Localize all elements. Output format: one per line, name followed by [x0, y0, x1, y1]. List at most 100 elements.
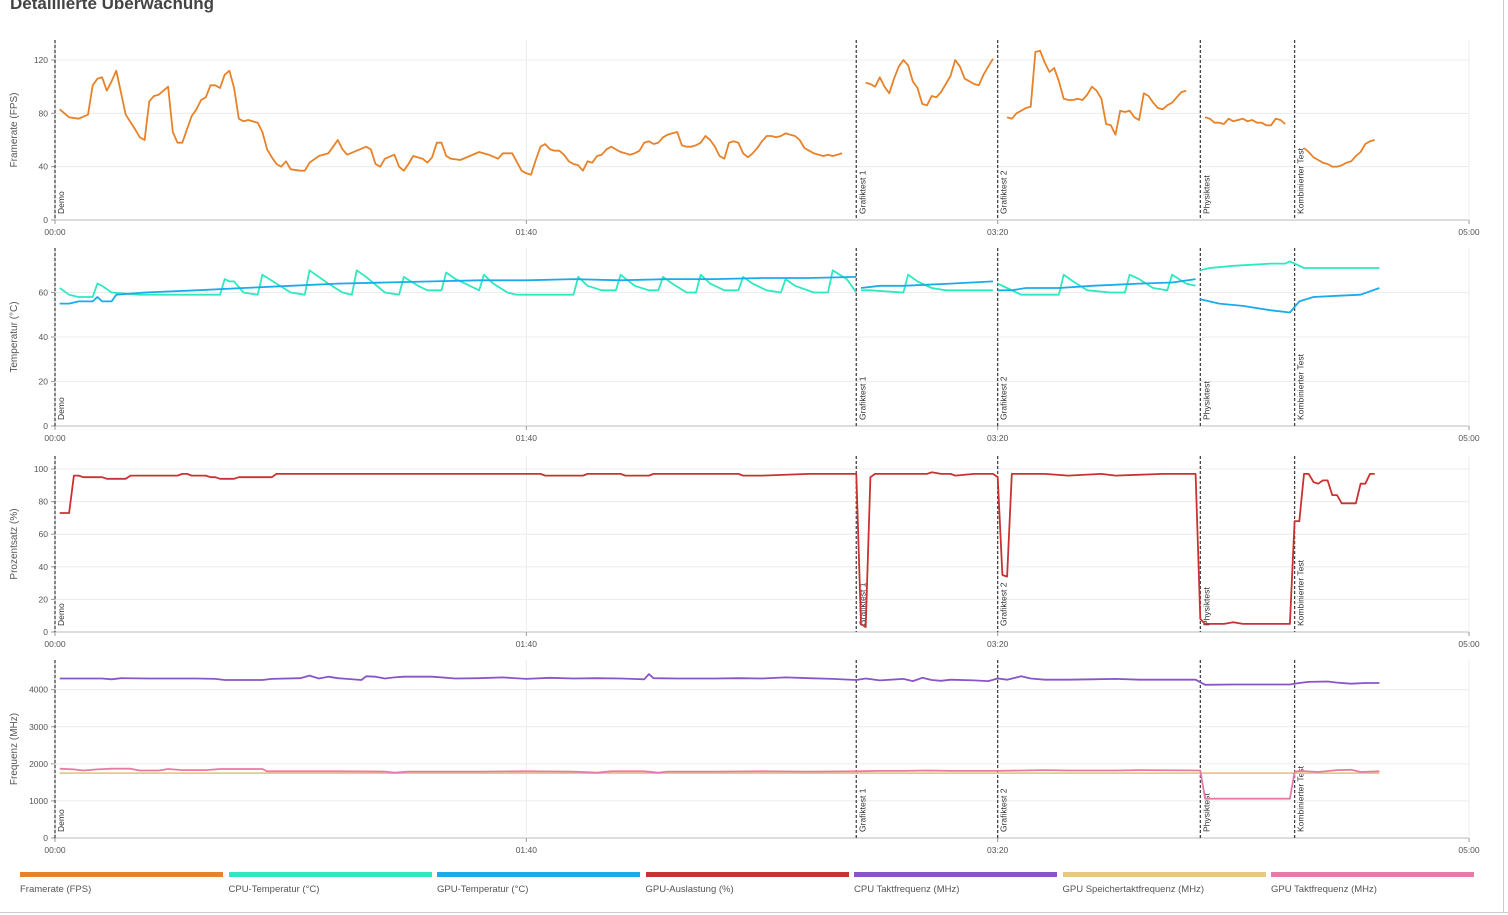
- y-tick-label: 100: [34, 464, 48, 474]
- series-line-cpu_temp: [1200, 260, 1380, 272]
- legend-swatch: [437, 872, 640, 877]
- x-tick-label: 03:20: [987, 639, 1009, 649]
- right-divider: [1503, 0, 1504, 912]
- phase-marker-label: Demo: [56, 603, 66, 626]
- series-line-gpu_temp: [860, 280, 994, 289]
- x-tick-label: 00:00: [44, 845, 66, 855]
- legend-item-fps[interactable]: Framerate (FPS): [20, 872, 223, 895]
- legend-item-gpu_temp[interactable]: GPU-Temperatur (°C): [437, 872, 640, 895]
- phase-marker-label: Grafiktest 2: [999, 788, 1009, 832]
- phase-marker-label: Grafiktest 2: [999, 376, 1009, 420]
- legend-item-gpu_clock[interactable]: GPU Taktfrequenz (MHz): [1271, 872, 1474, 895]
- y-axis-label: Frequenz (MHz): [9, 713, 20, 785]
- phase-marker-label: Kombinierter Test: [1296, 559, 1306, 626]
- y-axis-label: Temperatur (°C): [9, 301, 20, 372]
- phase-marker-label: Grafiktest 1: [857, 170, 867, 214]
- x-tick-label: 03:20: [987, 227, 1009, 237]
- series-line-gpu_temp: [997, 278, 1196, 292]
- phase-marker-label: Physiktest: [1201, 793, 1211, 832]
- legend-swatch: [1271, 872, 1474, 877]
- y-tick-label: 4000: [29, 685, 48, 695]
- legend-item-cpu_clock[interactable]: CPU Taktfrequenz (MHz): [854, 872, 1057, 895]
- y-tick-label: 0: [43, 833, 48, 843]
- legend-swatch: [228, 872, 432, 877]
- y-tick-label: 1000: [29, 796, 48, 806]
- x-tick-label: 05:00: [1458, 433, 1480, 443]
- y-tick-label: 40: [39, 562, 49, 572]
- x-tick-label: 00:00: [44, 227, 66, 237]
- phase-marker-label: Demo: [56, 397, 66, 420]
- x-tick-label: 05:00: [1458, 227, 1480, 237]
- phase-marker-label: Physiktest: [1201, 381, 1211, 420]
- legend-label: GPU Taktfrequenz (MHz): [1271, 884, 1377, 895]
- phase-marker-label: Demo: [56, 809, 66, 832]
- legend-label: GPU Speichertaktfrequenz (MHz): [1062, 884, 1205, 895]
- chart-panel-2: 0 20 40 60 00:00 01:40 03:20 05:00 Temperatur (°…: [9, 248, 1480, 443]
- y-tick-label: 20: [39, 594, 49, 604]
- x-tick-label: 01:40: [516, 433, 538, 443]
- phase-marker-label: Kombinierter Test: [1296, 765, 1306, 832]
- phase-marker-label: Grafiktest 1: [857, 788, 867, 832]
- y-tick-label: 80: [39, 108, 49, 118]
- x-tick-label: 00:00: [44, 433, 66, 443]
- y-tick-label: 0: [43, 627, 48, 637]
- chart-panel-3: 0 20 40 60 80 100 00:00 01:40 03:20 05:00 Prozents…: [9, 456, 1480, 649]
- legend-label: GPU-Auslastung (%): [645, 884, 734, 895]
- legend-item-cpu_temp[interactable]: CPU-Temperatur (°C): [228, 872, 432, 895]
- series-line-gpu_temp: [59, 276, 857, 305]
- y-tick-label: 60: [39, 288, 49, 298]
- legend-swatch: [645, 872, 849, 877]
- phase-marker-label: Kombinierter Test: [1296, 147, 1306, 214]
- series-line-cpu_temp: [861, 273, 993, 294]
- phase-marker-label: Demo: [56, 191, 66, 214]
- series-line-gpu_load: [59, 471, 1375, 628]
- legend-item-gpu_mem_clock[interactable]: GPU Speichertaktfrequenz (MHz): [1062, 872, 1266, 895]
- page-title: Detaillierte Überwachung: [10, 0, 215, 13]
- phase-marker-label: Grafiktest 1: [857, 376, 867, 420]
- series-line-gpu_temp: [1200, 287, 1380, 314]
- y-tick-label: 40: [39, 332, 49, 342]
- x-tick-label: 03:20: [987, 433, 1009, 443]
- x-tick-label: 01:40: [516, 845, 538, 855]
- legend-swatch: [1062, 872, 1266, 877]
- legend-label: CPU-Temperatur (°C): [228, 884, 320, 895]
- phase-marker-label: Grafiktest 2: [999, 170, 1009, 214]
- phase-marker-label: Kombinierter Test: [1296, 353, 1306, 420]
- legend: Framerate (FPS) CPU-Temperatur (°C) GPU-Te…: [20, 872, 1480, 902]
- series-line-fps: [1204, 116, 1286, 127]
- x-tick-label: 05:00: [1458, 639, 1480, 649]
- y-axis-label: Prozentsatz (%): [9, 508, 20, 579]
- legend-swatch: [854, 872, 1057, 877]
- x-tick-label: 03:20: [987, 845, 1009, 855]
- legend-label: CPU Taktfrequenz (MHz): [854, 884, 960, 895]
- series-line-cpu_clock: [59, 673, 1380, 686]
- series-line-fps: [1006, 49, 1187, 136]
- chart-panel-1: 0 40 80 120 00:00 01:40 03:20 05:00 Framerate (F…: [9, 40, 1480, 237]
- y-tick-label: 40: [39, 162, 49, 172]
- x-tick-label: 00:00: [44, 639, 66, 649]
- phase-marker-label: Physiktest: [1201, 175, 1211, 214]
- chart-panel-4: 0 1000 2000 3000 4000 00:00 01:40 03:20 05:00 Fre…: [9, 660, 1480, 855]
- series-line-fps: [1303, 139, 1375, 168]
- y-tick-label: 2000: [29, 759, 48, 769]
- series-line-fps: [865, 58, 994, 107]
- x-tick-label: 05:00: [1458, 845, 1480, 855]
- y-tick-label: 20: [39, 377, 49, 387]
- y-tick-label: 80: [39, 497, 49, 507]
- y-tick-label: 3000: [29, 722, 48, 732]
- series-line-fps: [59, 69, 843, 176]
- legend-item-gpu_load[interactable]: GPU-Auslastung (%): [645, 872, 849, 895]
- legend-label: GPU-Temperatur (°C): [437, 884, 529, 895]
- bottom-divider: [0, 912, 1508, 913]
- x-tick-label: 01:40: [516, 639, 538, 649]
- charts-canvas: 0 40 80 120 00:00 01:40 03:20 05:00 Framerate (F…: [9, 40, 1480, 855]
- series-line-gpu_clock: [59, 767, 1380, 800]
- legend-swatch: [20, 872, 223, 877]
- legend-label: Framerate (FPS): [20, 884, 92, 895]
- y-tick-label: 60: [39, 529, 49, 539]
- series-line-cpu_temp: [59, 269, 858, 298]
- y-tick-label: 0: [43, 421, 48, 431]
- phase-marker-label: Physiktest: [1201, 587, 1211, 626]
- phase-marker-label: Grafiktest 2: [999, 582, 1009, 626]
- y-tick-label: 0: [43, 215, 48, 225]
